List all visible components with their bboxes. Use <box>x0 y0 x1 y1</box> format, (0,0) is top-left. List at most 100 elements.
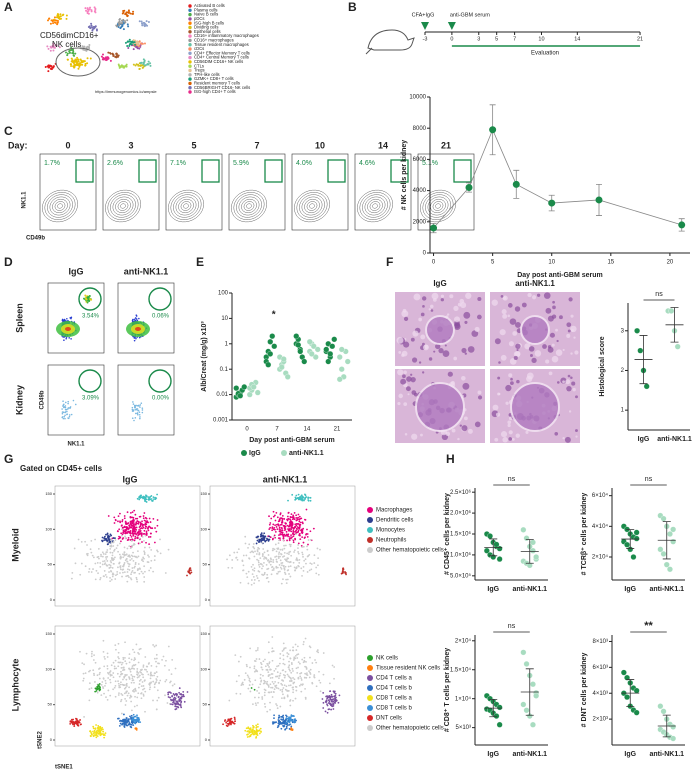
x-tick-label: 20 <box>667 260 674 266</box>
cell-dot <box>180 701 183 704</box>
contour <box>241 198 257 214</box>
cell-dot <box>121 534 123 537</box>
injection-marker <box>421 22 429 30</box>
cell-dot <box>143 565 146 568</box>
cell-dot <box>141 42 144 45</box>
event-dot <box>139 417 141 420</box>
cell-dot <box>95 28 98 31</box>
cell-dot <box>289 515 292 518</box>
cell-dot <box>144 23 147 26</box>
gate-percent: 5.9% <box>233 160 249 167</box>
x-tick-label: 5 <box>491 260 495 266</box>
tissue-texture <box>400 378 407 385</box>
cell-dot <box>128 576 130 578</box>
tissue-texture <box>574 350 579 355</box>
cell-dot <box>107 537 110 540</box>
cell-dot <box>117 661 120 664</box>
cell-dot <box>119 22 122 25</box>
tissue-texture <box>574 429 578 433</box>
y-tick-label: 1.5×10⁴ <box>450 666 472 673</box>
cell-dot <box>50 19 53 22</box>
legend-swatch <box>367 517 373 523</box>
cell-dot <box>81 63 84 66</box>
cell-dot <box>104 684 106 687</box>
cell-dot <box>136 520 139 522</box>
cell-dot <box>114 644 117 647</box>
cell-dot <box>135 721 138 724</box>
cell-dot <box>242 564 245 567</box>
cell-dot <box>113 665 116 668</box>
cell-dot <box>145 531 148 534</box>
cell-dot <box>140 685 143 688</box>
cell-dot <box>132 544 135 546</box>
annotation: ns <box>508 623 516 630</box>
cell-dot <box>292 659 295 661</box>
cell-dot <box>130 700 133 703</box>
cell-dot <box>98 689 101 692</box>
cell-dot <box>262 660 265 663</box>
tissue-texture <box>568 410 572 413</box>
cell-dot <box>126 571 129 573</box>
cell-dot <box>253 547 256 550</box>
tissue-texture <box>422 305 425 308</box>
cell-dot <box>121 722 124 725</box>
cell-dot <box>102 730 105 733</box>
cell-dot <box>280 521 283 524</box>
cell-dot <box>279 689 282 691</box>
event-dot <box>134 406 136 409</box>
cell-dot <box>102 560 104 563</box>
cell-dot <box>117 21 120 24</box>
glomerulus <box>415 382 465 432</box>
cell-dot <box>175 700 178 703</box>
cell-dot <box>124 21 127 24</box>
cell-dot <box>268 662 271 665</box>
cell-dot <box>145 517 148 520</box>
cell-dot <box>309 530 312 533</box>
tissue-texture <box>542 344 547 349</box>
cell-dot <box>77 60 80 63</box>
cell-dot <box>125 691 128 694</box>
cell-dot <box>255 724 258 727</box>
cell-dot <box>291 538 294 541</box>
tissue-texture <box>510 377 513 381</box>
tissue-texture <box>547 346 554 353</box>
point <box>643 383 650 390</box>
cell-dot <box>120 681 122 684</box>
cell-dot <box>288 716 290 719</box>
cell-dot <box>244 672 247 675</box>
cell-dot <box>267 686 270 688</box>
tissue-texture <box>543 292 551 299</box>
cell-dot <box>130 681 133 684</box>
legend-swatch <box>367 685 373 691</box>
cell-dot <box>69 722 72 725</box>
cell-dot <box>149 64 152 67</box>
cell-dot <box>277 537 280 539</box>
cell-dot <box>269 701 271 704</box>
cell-dot <box>150 681 153 684</box>
cell-dot <box>110 674 113 677</box>
legend-label: Other hematopoietic cells <box>376 548 444 554</box>
cell-dot <box>70 60 73 63</box>
point <box>310 343 317 350</box>
cell-dot <box>272 682 275 685</box>
cell-dot <box>143 550 146 553</box>
legend-label: DNT cells <box>376 716 402 722</box>
cell-dot <box>139 530 142 532</box>
cell-dot <box>306 674 309 677</box>
legend-swatch <box>188 47 192 51</box>
cell-dot <box>86 12 89 15</box>
point <box>493 541 500 548</box>
event-dot <box>137 409 139 412</box>
tissue-texture <box>406 376 412 382</box>
cell-dot <box>73 722 76 725</box>
legend-label: ISG-high CD4+ T cells <box>194 89 236 94</box>
y-tick-label: 2×10⁴ <box>455 637 472 644</box>
cell-dot <box>103 537 105 540</box>
cell-dot <box>288 668 291 671</box>
cell-dot <box>284 670 287 673</box>
cell-dot <box>129 522 132 525</box>
cell-dot <box>286 652 289 654</box>
cell-dot <box>112 545 115 547</box>
cell-dot <box>289 680 291 683</box>
